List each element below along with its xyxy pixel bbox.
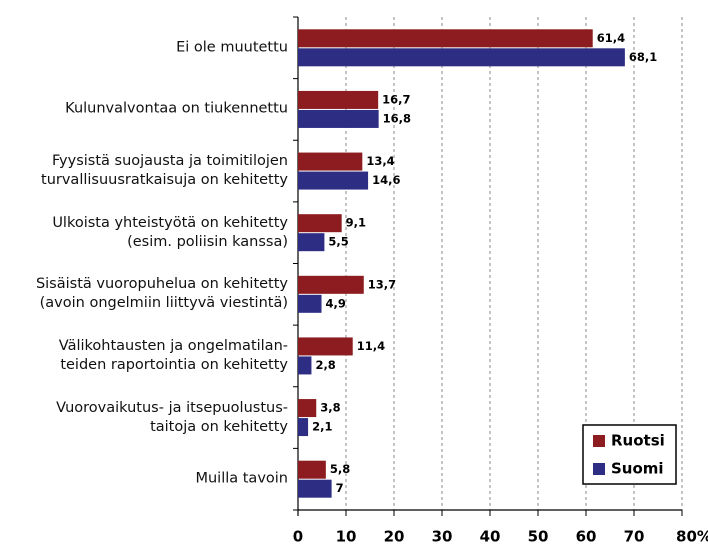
bar [298, 356, 312, 375]
y-tick-label: Sisäistä vuoropuhelua on kehitetty (avoi… [35, 276, 288, 312]
bar [298, 294, 322, 313]
x-tick-label: 20 [384, 528, 405, 546]
bar [298, 48, 625, 67]
y-tick-label: Muilla tavoin [195, 470, 288, 487]
value-label: 4,9 [326, 296, 346, 310]
bar [298, 109, 379, 128]
legend-label: Suomi [611, 460, 664, 478]
x-tick-label: 80% [676, 528, 708, 546]
x-tick-label: 50 [528, 528, 549, 546]
legend-label: Ruotsi [611, 432, 665, 450]
bar [298, 275, 364, 294]
legend-swatch [593, 463, 605, 475]
x-tick-label: 30 [432, 528, 453, 546]
value-label: 14,6 [372, 173, 400, 187]
value-label: 13,7 [368, 277, 396, 291]
y-tick-label: Välikohtausten ja ongelmatilan- teiden r… [58, 337, 288, 373]
value-label: 5,8 [330, 462, 350, 476]
y-tick-label: Ulkoista yhteistyötä on kehitetty (esim.… [52, 214, 288, 250]
bar [298, 399, 317, 418]
y-tick-label: Vuorovaikutus- ja itsepuolustus- taitoja… [56, 399, 288, 435]
bar [298, 418, 309, 437]
x-tick-label: 60 [576, 528, 597, 546]
y-tick-label: Fyysistä suojausta ja toimitilojen turva… [41, 153, 288, 189]
value-label: 2,8 [315, 358, 335, 372]
value-label: 68,1 [629, 50, 657, 64]
x-tick-label: 0 [293, 528, 303, 546]
bar [298, 90, 379, 109]
bar [298, 479, 332, 498]
bar [298, 233, 325, 252]
y-tick-label: Ei ole muutettu [176, 39, 288, 56]
legend-swatch [593, 435, 605, 447]
value-label: 16,8 [383, 111, 411, 125]
bar [298, 29, 593, 48]
value-label: 3,8 [320, 401, 340, 415]
bar [298, 152, 363, 171]
value-label: 16,7 [382, 92, 410, 106]
bar [298, 337, 353, 356]
y-tick-label: Kulunvalvontaa on tiukennettu [65, 100, 288, 117]
x-tick-label: 70 [624, 528, 645, 546]
bar [298, 171, 369, 190]
x-tick-label: 40 [480, 528, 501, 546]
value-label: 9,1 [346, 216, 366, 230]
value-label: 2,1 [312, 420, 332, 434]
value-label: 5,5 [328, 235, 348, 249]
bar [298, 460, 326, 479]
value-label: 61,4 [597, 31, 625, 45]
value-label: 11,4 [357, 339, 385, 353]
bar [298, 214, 342, 233]
value-label: 13,4 [366, 154, 394, 168]
x-tick-label: 10 [336, 528, 357, 546]
value-label: 7 [336, 481, 344, 495]
